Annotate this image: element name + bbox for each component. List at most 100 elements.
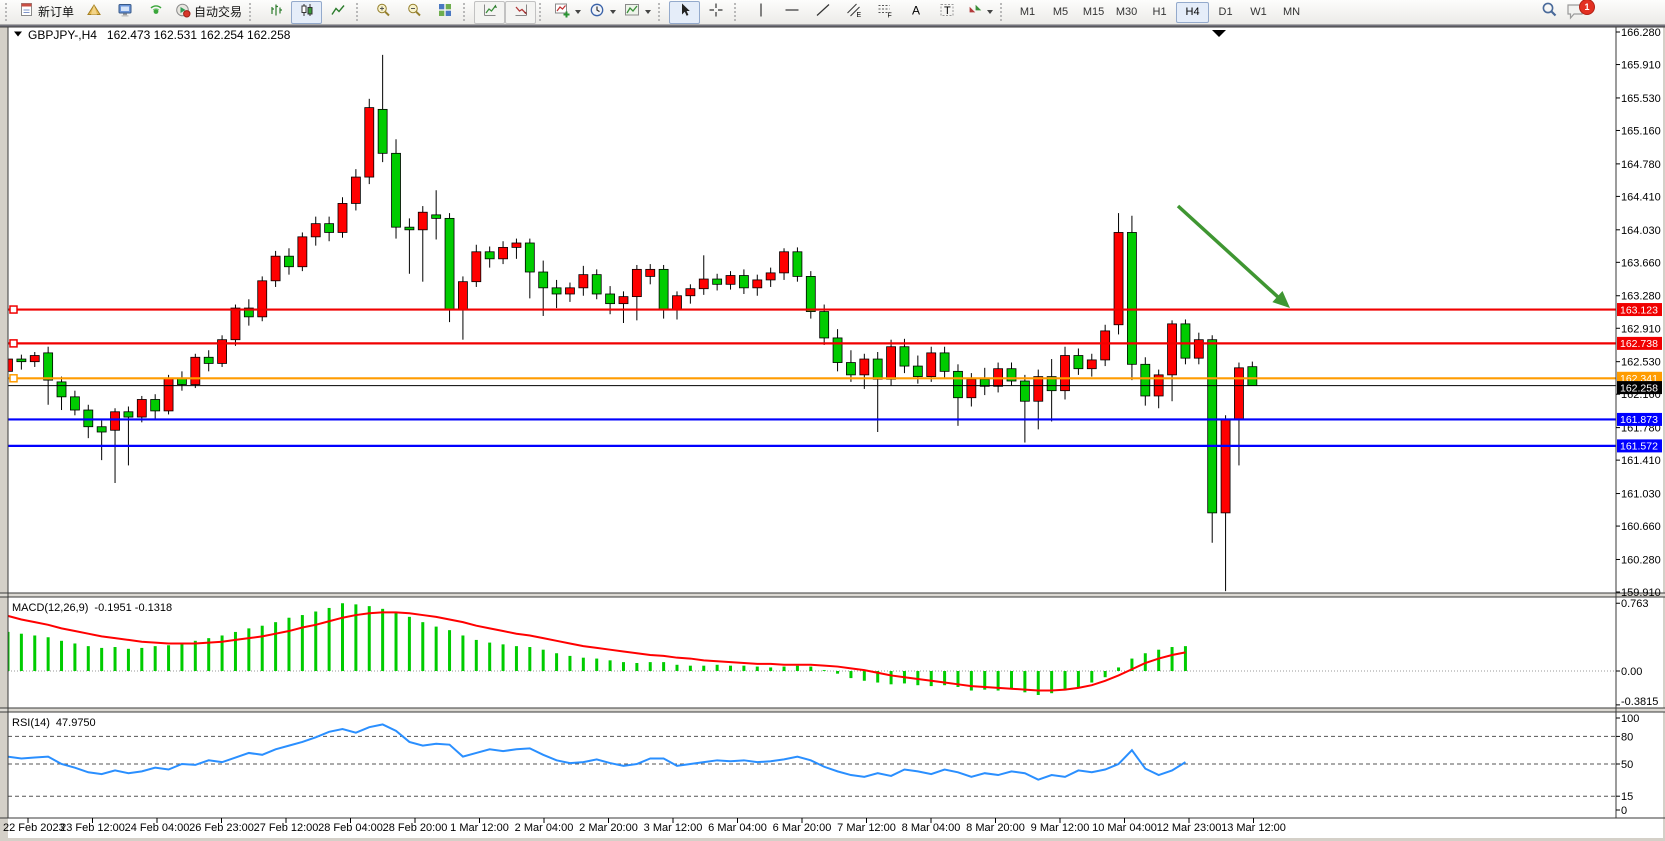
bar-chart-button[interactable] [260, 1, 291, 24]
candle-body [458, 281, 468, 311]
timeframe-button-h4[interactable]: H4 [1176, 1, 1210, 23]
line-handle[interactable] [9, 374, 18, 383]
time-tick-label: 8 Mar 20:00 [966, 822, 1025, 834]
crosshair-icon [708, 2, 724, 23]
chart-shift-marker[interactable] [1212, 30, 1226, 37]
panel-borders-layer [0, 26, 1665, 819]
chart-profile-up-icon [482, 2, 498, 23]
toolbar-grip[interactable] [734, 3, 740, 21]
candle-body [524, 242, 535, 273]
line-chart-button[interactable] [322, 1, 353, 24]
equidistant-channel-button[interactable]: E [838, 1, 869, 24]
cursor-button[interactable] [669, 0, 701, 24]
candle-body [765, 272, 776, 281]
toolbar-grip[interactable] [249, 3, 255, 21]
toolbar-grip[interactable] [463, 3, 469, 21]
timeframe-button-m5[interactable]: M5 [1052, 6, 1069, 18]
price-tick-label: 164.030 [1621, 225, 1661, 237]
panel-splitter-2[interactable] [0, 708, 1665, 712]
chart-profile-button-1[interactable] [474, 0, 506, 24]
candle-body [672, 295, 682, 311]
candle-body [966, 378, 977, 399]
candle-body [605, 293, 615, 305]
toolbar-grip[interactable] [5, 3, 11, 21]
candle-body [16, 358, 27, 363]
horizontal-lines-layer[interactable] [8, 305, 1616, 447]
line-handle[interactable] [9, 339, 18, 348]
chart-canvas[interactable]: 166.280 165.910 165.530 165.160 164.780 164.4… [0, 25, 1665, 841]
timeframe-button-m1[interactable]: M1 [1019, 6, 1036, 18]
candle-body [712, 278, 723, 285]
chart-background [8, 27, 1663, 818]
candle-body [471, 251, 482, 283]
time-tick-label: 9 Mar 12:00 [1031, 822, 1090, 834]
timeframe-button-m15[interactable]: M15 [1082, 6, 1105, 18]
price-axis-layer: 166.280 165.910 165.530 165.160 164.780 164.4… [1616, 27, 1662, 817]
candle-body [1086, 359, 1097, 370]
pyramid-icon [86, 2, 102, 23]
time-tick-label: 28 Feb 04:00 [318, 822, 383, 834]
chart-symbol-period: GBPJPY-,H4 [28, 28, 97, 42]
crosshair-button[interactable] [700, 1, 731, 24]
periods-button[interactable] [585, 1, 620, 24]
zoom-in-button[interactable] [367, 1, 398, 24]
candle-body [243, 307, 254, 318]
timeframe-button-h1[interactable]: H1 [1152, 6, 1167, 18]
search-icon [1541, 1, 1558, 23]
timeframe-button-m30[interactable]: M30 [1115, 6, 1138, 18]
auto-trading-button[interactable]: 自动交易 [171, 1, 246, 24]
time-tick-label: 6 Mar 20:00 [773, 822, 832, 834]
price-line-label-box [1617, 439, 1662, 453]
panel-splitter-1[interactable] [0, 593, 1665, 597]
macd-signal-line [8, 611, 1186, 692]
candle-body [645, 268, 656, 277]
candle-body [511, 242, 522, 248]
price-line-label-box [1617, 336, 1662, 350]
timeframe-button-mn[interactable]: MN [1282, 6, 1301, 18]
zoom-out-icon [406, 2, 422, 23]
signals-button[interactable] [140, 1, 171, 24]
line-handle[interactable] [9, 305, 18, 314]
horizontal-line-button[interactable] [776, 1, 807, 24]
chevron-down-icon [575, 10, 582, 14]
chart-title-dropdown-icon[interactable] [14, 31, 22, 37]
search-button[interactable] [1534, 1, 1565, 24]
trendline-button[interactable] [807, 1, 838, 24]
toolbar-grip[interactable] [658, 3, 664, 21]
arrow-annotation[interactable] [1176, 204, 1290, 308]
toolbar-grip[interactable] [539, 3, 545, 21]
candle-body [578, 274, 589, 289]
vertical-line-button[interactable] [745, 1, 776, 24]
add-indicator-button[interactable] [550, 1, 585, 24]
arrow-head[interactable] [1272, 291, 1290, 308]
new-order-button[interactable]: 新订单 [16, 1, 78, 24]
toolbar-grip[interactable] [356, 3, 362, 21]
rsi-axis-label: 80 [1621, 731, 1633, 743]
zoom-out-button[interactable] [398, 1, 429, 24]
toolbar-grip[interactable] [1000, 3, 1006, 21]
candle-body [1019, 380, 1030, 402]
price-tick-label: 161.410 [1621, 455, 1661, 467]
macd-layer [8, 603, 1616, 695]
fibonacci-button[interactable]: F [869, 1, 900, 24]
candle-body [1100, 330, 1111, 361]
timeframe-button-d1[interactable]: D1 [1218, 6, 1233, 18]
candle-body [136, 399, 147, 418]
templates-button[interactable] [620, 1, 655, 24]
window-top-border [0, 25, 1665, 28]
timeframe-button-w1[interactable]: W1 [1250, 6, 1267, 18]
chat-button[interactable]: 1 [1565, 0, 1595, 23]
terminal-button[interactable] [109, 1, 140, 24]
text-button[interactable]: A [900, 1, 931, 24]
arrow-line[interactable] [1176, 204, 1283, 302]
tile-windows-button[interactable] [429, 1, 460, 24]
candlestick-button[interactable] [291, 0, 323, 24]
candle-body [431, 214, 442, 219]
text-label-button[interactable]: T [931, 1, 962, 24]
pyramid-button[interactable] [78, 1, 109, 24]
chart-profile-button-2[interactable] [505, 0, 537, 24]
arrows-button[interactable] [962, 1, 997, 24]
price-tick-label: 164.780 [1621, 159, 1661, 171]
